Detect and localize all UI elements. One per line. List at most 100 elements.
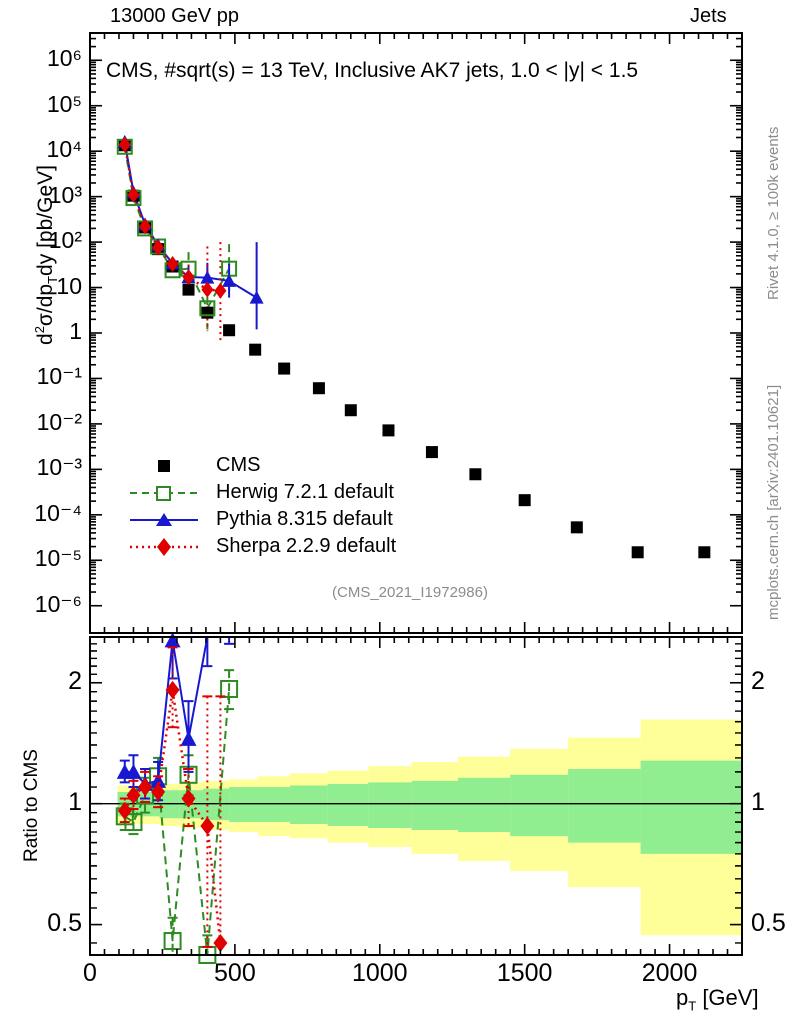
- main-ytick-label: 10⁻⁶: [34, 590, 82, 617]
- data-marker: [199, 300, 216, 317]
- data-marker: [518, 494, 531, 507]
- data-marker: [164, 632, 181, 648]
- data-marker: [201, 281, 214, 298]
- data-marker: [166, 255, 179, 272]
- xtick-label: 0: [83, 959, 97, 987]
- xtick-label: 500: [214, 959, 256, 987]
- xlabel-unit: [GeV]: [696, 985, 759, 1010]
- data-marker: [152, 239, 165, 256]
- data-marker: [249, 290, 264, 304]
- data-marker: [139, 218, 152, 235]
- data-marker: [249, 343, 262, 356]
- ratio-inner-band: [258, 787, 290, 823]
- xtick-label: 2000: [641, 959, 698, 987]
- main-panel-title: CMS, #sqrt(s) = 13 TeV, Inclusive AK7 je…: [106, 59, 639, 82]
- data-marker: [200, 816, 215, 835]
- main-ytick-label: 10⁵: [46, 90, 82, 117]
- ratio-inner-band: [327, 783, 369, 826]
- data-marker: [117, 801, 132, 820]
- data-marker: [631, 546, 644, 559]
- data-marker: [200, 270, 215, 284]
- data-marker: [425, 446, 438, 459]
- legend-marker-herwig: [130, 486, 198, 501]
- data-marker: [182, 283, 195, 296]
- ratio-ytick-label-right: 0.5: [751, 908, 786, 937]
- main-ytick-label: 10³: [48, 181, 82, 208]
- legend-item-cms[interactable]: CMS: [128, 452, 260, 479]
- ratio-ytick-label-right: 1: [751, 787, 765, 816]
- main-ytick-label: 10⁻¹: [36, 363, 82, 390]
- data-marker: [214, 282, 227, 299]
- beam-label: 13000 GeV pp: [110, 5, 239, 27]
- data-marker: [126, 786, 141, 805]
- legend-label-cms: CMS: [216, 454, 261, 476]
- data-marker: [469, 468, 482, 481]
- data-marker: [201, 306, 214, 319]
- data-marker: [382, 424, 395, 437]
- ratio-ytick-label-right: 2: [751, 666, 765, 695]
- legend-marker-sherpa: [130, 538, 198, 556]
- data-marker: [127, 186, 140, 203]
- data-marker: [165, 680, 180, 699]
- main-ytick-label: 1: [69, 318, 82, 344]
- main-ytick-label: 10⁻²: [36, 408, 82, 435]
- ratio-inner-band: [568, 768, 641, 843]
- main-ytick-label: 10⁶: [46, 45, 82, 72]
- ratio-panel-frame: [89, 636, 743, 956]
- data-marker: [223, 324, 236, 337]
- data-marker: [180, 730, 197, 746]
- main-ytick-label: 10⁻⁵: [34, 545, 82, 572]
- legend-label-sherpa: Sherpa 2.2.9 default: [216, 535, 397, 557]
- main-ytick-label: 10²: [48, 227, 82, 254]
- main-ytick-label: 10⁻³: [36, 454, 82, 481]
- main-ytick-label: 10⁴: [46, 136, 82, 163]
- legend: CMS Herwig 7.2.1 default Pythia 8.315 de…: [128, 452, 396, 560]
- ratio-line-sherpa: [123, 689, 222, 944]
- ratio-inner-band: [368, 782, 412, 828]
- ratio-inner-band: [510, 774, 569, 837]
- legend-marker-pythia: [130, 513, 198, 526]
- data-marker: [278, 362, 291, 375]
- legend-label-pythia: Pythia 8.315 default: [216, 508, 393, 530]
- xlabel-p: p: [676, 985, 689, 1010]
- ratio-ytick-label-left: 0.5: [47, 908, 82, 937]
- legend-item-pythia[interactable]: Pythia 8.315 default: [128, 506, 393, 533]
- ratio-line-pythia: [124, 636, 230, 786]
- ratio-inner-band: [458, 777, 511, 833]
- data-marker: [220, 679, 239, 698]
- data-marker: [151, 782, 166, 801]
- legend-item-herwig[interactable]: Herwig 7.2.1 default: [128, 479, 394, 506]
- series-line-sherpa: [123, 144, 221, 292]
- data-marker: [344, 404, 357, 417]
- data-marker: [222, 273, 237, 287]
- data-marker: [213, 933, 228, 952]
- ratio-inner-band: [411, 780, 459, 830]
- data-marker: [118, 136, 131, 153]
- data-marker: [163, 932, 182, 951]
- legend-marker-cms: [158, 460, 170, 472]
- data-marker: [150, 772, 167, 788]
- category-label: Jets: [690, 5, 727, 27]
- xaxis-label: pT [GeV]: [676, 985, 759, 1013]
- data-marker: [182, 269, 195, 286]
- xlabel-sub-T: T: [688, 998, 697, 1014]
- legend-label-herwig: Herwig 7.2.1 default: [216, 481, 394, 503]
- data-marker: [138, 778, 153, 797]
- ratio-line-herwig: [124, 688, 231, 956]
- data-marker: [181, 789, 196, 808]
- ratio-ytick-label-left: 1: [68, 787, 82, 816]
- ratio-inner-band: [640, 760, 742, 854]
- xtick-label: 1500: [496, 959, 553, 987]
- data-marker: [570, 521, 583, 534]
- data-marker: [698, 546, 711, 559]
- dataset-watermark: (CMS_2021_I1972986): [332, 584, 488, 601]
- data-marker: [312, 382, 325, 395]
- ratio-inner-band: [229, 787, 259, 823]
- main-ytick-label: 10: [56, 272, 82, 299]
- data-marker: [125, 763, 142, 779]
- legend-item-sherpa[interactable]: Sherpa 2.2.9 default: [128, 533, 396, 560]
- ratio-inner-band: [289, 785, 328, 825]
- main-ytick-label: 10⁻⁴: [34, 499, 82, 526]
